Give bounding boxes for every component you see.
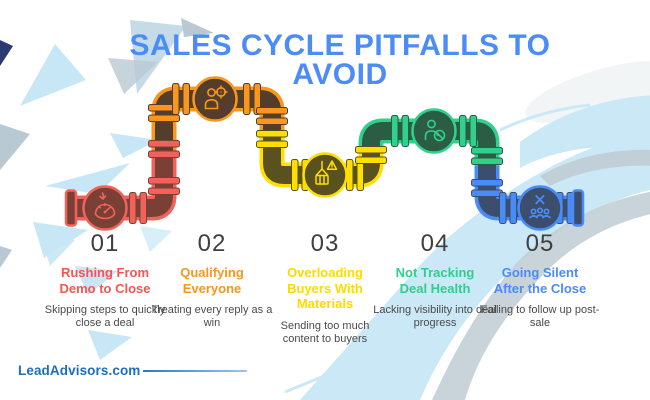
no-contact-group-icon xyxy=(529,195,551,219)
crane-warning-icon xyxy=(315,160,338,185)
pitfall-title: Rushing From Demo to Close xyxy=(59,265,151,296)
pitfall-title: Overloading Buyers With Materials xyxy=(287,265,363,311)
pitfall-node-4 xyxy=(411,108,457,154)
brand-footer: LeadAdvisors.com xyxy=(18,363,248,378)
pitfall-description: Skipping steps to quickly close a deal xyxy=(44,304,166,329)
pitfall-number: 02 xyxy=(197,230,227,257)
pitfall-title: Not Tracking Deal Health xyxy=(395,265,475,296)
pitfall-node-5 xyxy=(517,185,563,231)
pitfall-item-3: 03 Overloading Buyers With Materials Sen… xyxy=(262,230,388,346)
pitfall-number: 05 xyxy=(525,230,555,257)
pitfall-description: Failing to follow up post-sale xyxy=(480,304,600,329)
person-blocked-icon xyxy=(424,119,446,142)
pipe-end-flange xyxy=(571,189,585,227)
pitfall-title: Qualifying Everyone xyxy=(180,265,244,296)
title-line-2: AVOID xyxy=(292,58,388,91)
brand-underline xyxy=(143,369,248,372)
pitfall-node-3 xyxy=(302,152,348,198)
pitfall-description: Sending too much content to buyers xyxy=(280,319,370,345)
pitfall-item-4: 04 Not Tracking Deal Health Lacking visi… xyxy=(372,230,498,330)
pitfall-item-1: 01 Rushing From Demo to Close Skipping s… xyxy=(44,230,166,330)
pitfall-description: Treating every reply as a win xyxy=(151,304,273,329)
triangle-shapes xyxy=(0,18,214,360)
pitfall-item-2: 02 Qualifying Everyone Treating every re… xyxy=(151,230,273,330)
pitfall-number: 04 xyxy=(420,230,450,257)
pipe-start-flange xyxy=(64,189,78,227)
pitfall-number: 01 xyxy=(90,230,120,257)
pitfall-description: Lacking visibility into deal progress xyxy=(373,304,497,329)
pitfall-node-1 xyxy=(82,185,128,231)
page-title: SALES CYCLE PITFALLS TO AVOID xyxy=(35,29,645,91)
pitfall-node-2 xyxy=(192,76,238,122)
pipe-couplings xyxy=(129,83,574,224)
brand-name: LeadAdvisors.com xyxy=(18,363,141,378)
pitfall-title: Going Silent After the Close xyxy=(493,265,587,296)
title-line-1: SALES CYCLE PITFALLS TO xyxy=(129,29,551,62)
speedometer-icon xyxy=(94,192,116,220)
person-target-icon xyxy=(204,85,228,110)
pitfall-number: 03 xyxy=(310,230,340,257)
pitfall-item-5: 05 Going Silent After the Close Failing … xyxy=(477,230,603,330)
